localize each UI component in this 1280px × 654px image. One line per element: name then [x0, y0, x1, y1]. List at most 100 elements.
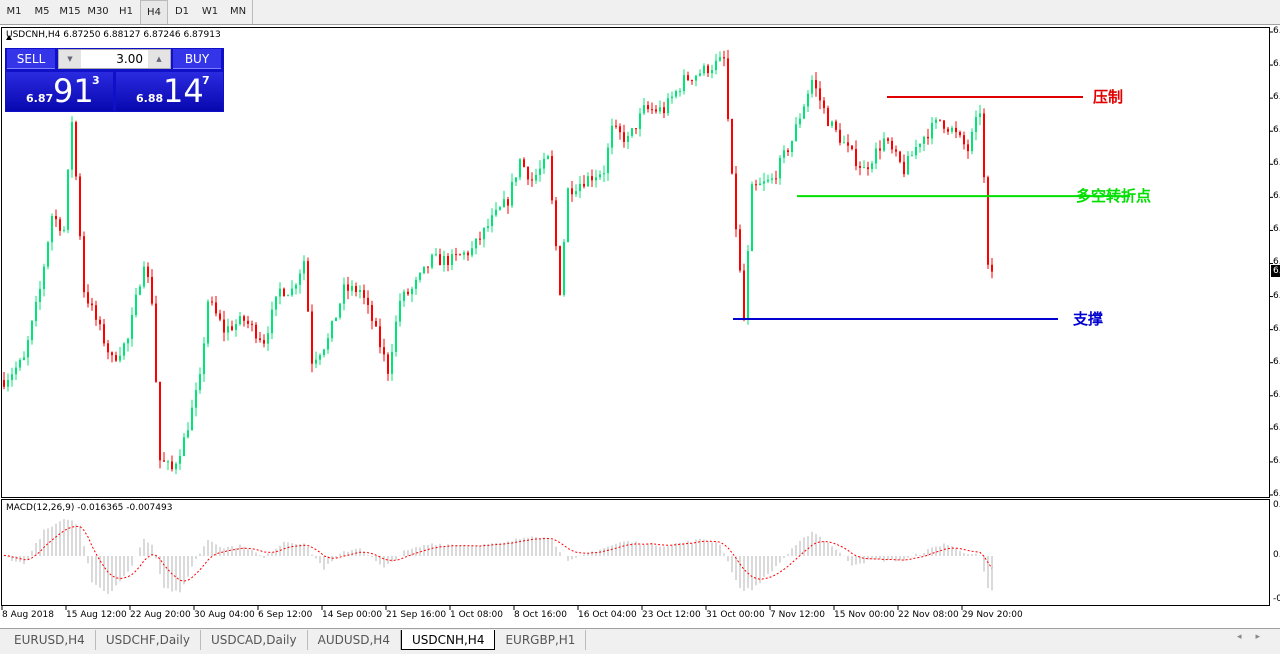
candle-body — [595, 177, 597, 181]
candle-body — [71, 122, 73, 170]
candle-body — [395, 321, 397, 352]
candle-body — [415, 279, 417, 289]
candle-body — [255, 324, 257, 339]
time-axis-label: 16 Oct 04:00 — [578, 610, 637, 620]
buy-button[interactable]: BUY — [173, 49, 221, 69]
candle-body — [319, 355, 321, 360]
candle-body — [903, 161, 905, 175]
candle-body — [879, 148, 881, 151]
candle-body — [283, 288, 285, 297]
candle-body — [567, 188, 569, 243]
lot-size-input[interactable]: 3.00 — [116, 52, 143, 66]
chart-tab[interactable]: EURUSD,H4 — [4, 630, 96, 650]
candle-body — [627, 135, 629, 142]
candle-body — [223, 319, 225, 333]
candle-body — [299, 273, 301, 285]
candle-body — [507, 199, 509, 206]
candle-body — [759, 183, 761, 186]
timeframe-m30[interactable]: M30 — [87, 6, 109, 17]
candle-body — [723, 57, 725, 59]
candle-body — [915, 146, 917, 156]
candle-body — [891, 140, 893, 150]
candle-body — [895, 149, 897, 152]
macd-pane[interactable] — [1, 499, 1270, 606]
candle-body — [143, 266, 145, 287]
candle-body — [151, 276, 153, 304]
buy-price-button[interactable]: 6.88 14 7 — [116, 72, 223, 111]
candle-body — [435, 254, 437, 256]
time-axis-label: 29 Nov 20:00 — [962, 610, 1023, 620]
candle-body — [555, 200, 557, 247]
candle-body — [619, 126, 621, 133]
timeframe-w1[interactable]: W1 — [201, 6, 219, 17]
candle-body — [159, 381, 161, 461]
chart-tab[interactable]: USDCAD,Daily — [201, 630, 308, 650]
candle-body — [739, 229, 741, 271]
chart-tab[interactable]: USDCHF,Daily — [96, 630, 201, 650]
candle-body — [991, 264, 993, 272]
time-axis-label: 30 Aug 04:00 — [194, 610, 255, 620]
candle-body — [455, 254, 457, 256]
timeframe-m1[interactable]: M1 — [6, 6, 22, 17]
timeframe-m5[interactable]: M5 — [34, 6, 50, 17]
candle-body — [43, 266, 45, 289]
timeframe-d1[interactable]: D1 — [174, 6, 190, 17]
candle-body — [491, 215, 493, 227]
timeframe-mn[interactable]: MN — [229, 6, 247, 17]
candle-body — [659, 107, 661, 112]
candle-body — [495, 209, 497, 216]
candle-body — [111, 352, 113, 356]
candle-body — [931, 122, 933, 139]
candle-body — [147, 266, 149, 277]
candle-body — [795, 124, 797, 141]
candle-body — [747, 251, 749, 320]
price-axis-label: 6.97285 — [1273, 59, 1280, 70]
chart-tab[interactable]: AUDUSD,H4 — [308, 630, 401, 650]
candle-body — [543, 158, 545, 169]
candle-body — [371, 304, 373, 321]
chart-tab[interactable]: USDCNH,H4 — [400, 630, 496, 650]
candle-body — [103, 324, 105, 344]
candle-body — [183, 437, 185, 457]
candle-body — [971, 131, 973, 152]
candle-body — [363, 290, 365, 298]
candle-body — [859, 166, 861, 168]
lot-increase-button[interactable]: ▲ — [148, 50, 170, 68]
timeframe-h4[interactable]: H4 — [140, 0, 168, 24]
candle-body — [35, 301, 37, 322]
candle-body — [127, 338, 129, 344]
candle-body — [231, 326, 233, 331]
tab-scroll-arrows[interactable]: ◂▸ — [1236, 632, 1274, 642]
candle-body — [23, 357, 25, 360]
sell-button[interactable]: SELL — [7, 49, 55, 69]
chart-tab[interactable]: EURGBP,H1 — [495, 630, 587, 650]
candle-body — [887, 138, 889, 141]
candle-body — [963, 135, 965, 145]
lot-size-field[interactable]: ▼ 3.00 ▲ — [58, 49, 171, 69]
timeframe-h1[interactable]: H1 — [119, 6, 133, 17]
candle-body — [851, 145, 853, 149]
candle-body — [427, 266, 429, 268]
candle-body — [131, 315, 133, 339]
sell-price-button[interactable]: 6.87 91 3 — [6, 72, 113, 111]
candle-body — [235, 324, 237, 331]
candle-body — [951, 127, 953, 132]
candle-body — [91, 303, 93, 306]
price-axis-label: 6.98815 — [1273, 26, 1280, 36]
candle-body — [711, 70, 713, 74]
candle-body — [959, 132, 961, 136]
timeframe-m15[interactable]: M15 — [59, 6, 81, 17]
candle-body — [775, 178, 777, 180]
candle-body — [367, 297, 369, 305]
lot-decrease-button[interactable]: ▼ — [59, 50, 81, 68]
sell-price-prefix: 6.87 — [26, 92, 54, 105]
level-label: 支撑 — [1073, 310, 1104, 328]
candle-body — [955, 127, 957, 133]
candle-body — [631, 128, 633, 136]
candle-body — [251, 323, 253, 325]
candle-body — [835, 121, 837, 130]
price-chart-pane[interactable] — [1, 27, 1270, 498]
candle-body — [727, 58, 729, 119]
candle-body — [171, 461, 173, 470]
